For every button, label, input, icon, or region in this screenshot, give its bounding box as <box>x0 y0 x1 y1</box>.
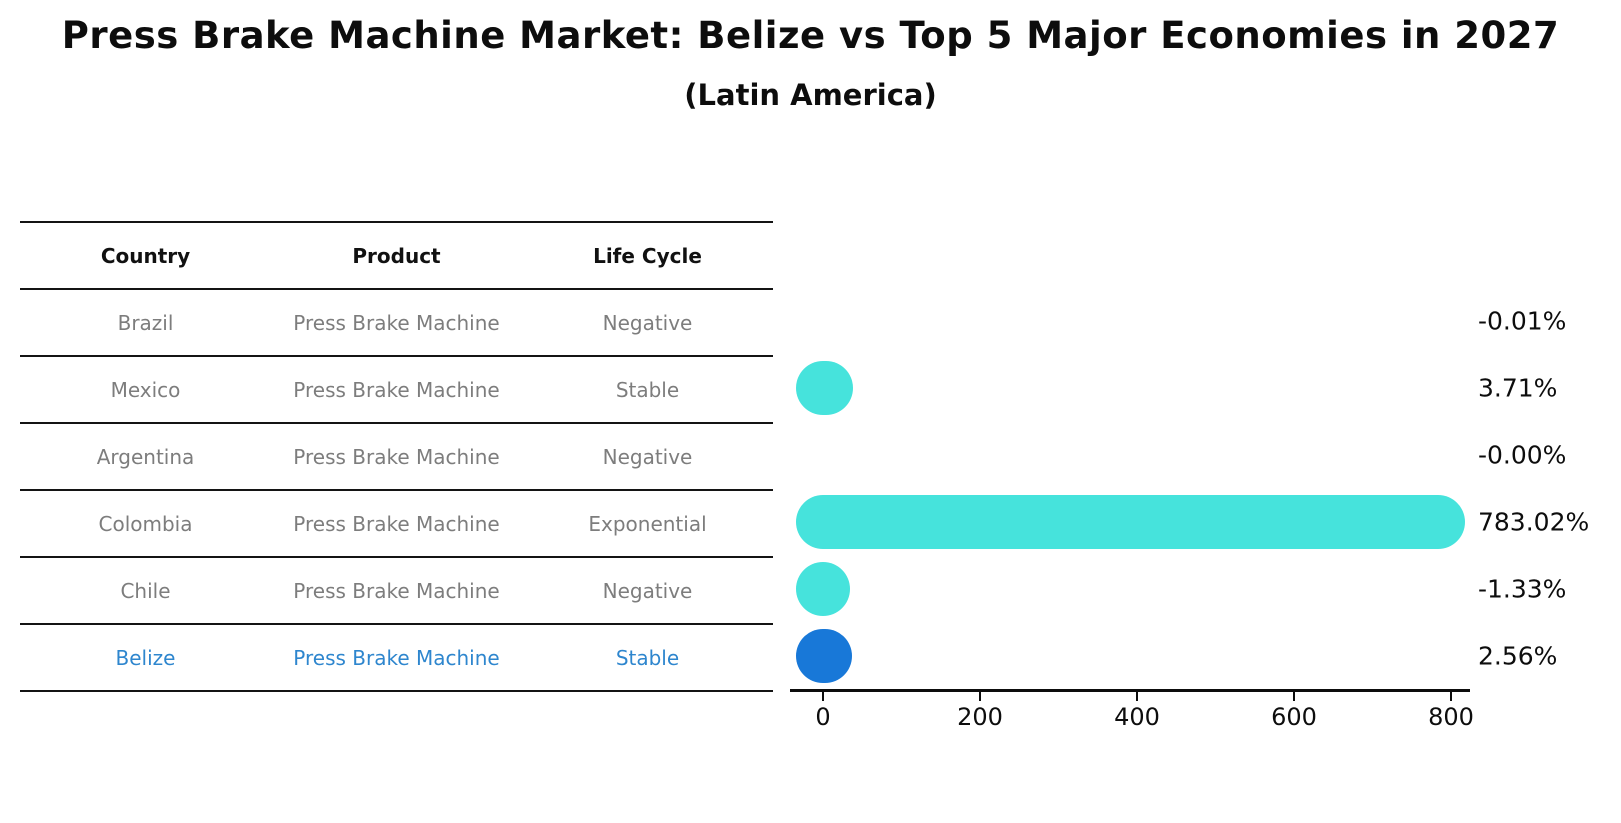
value-label-brazil: -0.01% <box>1478 306 1567 336</box>
table-row-belize: Belize Press Brake Machine Stable <box>20 625 773 692</box>
x-axis-tick <box>1450 692 1452 701</box>
table-cell-product: Press Brake Machine <box>293 511 500 536</box>
bar-chile <box>796 562 850 616</box>
table-cell-life-cycle: Negative <box>602 444 693 469</box>
value-label-colombia: 783.02% <box>1478 507 1590 537</box>
table-cell-life-cycle: Exponential <box>588 511 707 536</box>
table-row-brazil: Brazil Press Brake Machine Negative <box>20 290 773 357</box>
table-cell-life-cycle: Stable <box>615 645 680 670</box>
x-axis-tick <box>1293 692 1295 701</box>
table-cell-life-cycle: Negative <box>602 310 693 335</box>
table-cell-country: Brazil <box>117 310 174 335</box>
x-axis-tick-label: 800 <box>1428 703 1474 731</box>
table-cell-product: Press Brake Machine <box>293 444 500 469</box>
bar-belize <box>796 629 852 683</box>
table-cell-country: Colombia <box>98 511 193 536</box>
table-header-row: Country Product Life Cycle <box>20 223 773 290</box>
table-header-product: Product <box>352 243 441 268</box>
table-cell-life-cycle: Negative <box>602 578 693 603</box>
value-label-belize: 2.56% <box>1478 641 1558 671</box>
table-row-colombia: Colombia Press Brake Machine Exponential <box>20 491 773 558</box>
comparison-table: Country Product Life Cycle Brazil Press Brak… <box>20 221 773 692</box>
x-axis-tick <box>1136 692 1138 701</box>
x-axis-line <box>790 689 1470 692</box>
chart-subtitle: (Latin America) <box>684 78 937 112</box>
table-cell-country: Argentina <box>96 444 195 469</box>
value-label-mexico: 3.71% <box>1478 373 1558 403</box>
table-row-chile: Chile Press Brake Machine Negative <box>20 558 773 625</box>
x-axis-tick-label: 600 <box>1271 703 1317 731</box>
table-cell-country: Chile <box>120 578 171 603</box>
bar-mexico <box>796 361 853 415</box>
table-cell-product: Press Brake Machine <box>293 578 500 603</box>
x-axis-tick <box>822 692 824 701</box>
table-cell-life-cycle: Stable <box>615 377 680 402</box>
chart-title: Press Brake Machine Market: Belize vs To… <box>61 14 1560 57</box>
table-cell-product: Press Brake Machine <box>293 310 500 335</box>
table-header-country: Country <box>100 243 191 268</box>
table-row-mexico: Mexico Press Brake Machine Stable <box>20 357 773 424</box>
table-cell-product: Press Brake Machine <box>293 377 500 402</box>
table-cell-product: Press Brake Machine <box>293 645 500 670</box>
x-axis-tick <box>979 692 981 701</box>
value-label-argentina: -0.00% <box>1478 440 1567 470</box>
table-row-argentina: Argentina Press Brake Machine Negative <box>20 424 773 491</box>
value-label-chile: -1.33% <box>1478 574 1567 604</box>
bar-colombia <box>796 495 1465 549</box>
table-cell-country: Mexico <box>110 377 181 402</box>
x-axis-tick-label: 200 <box>957 703 1003 731</box>
x-axis-tick-label: 400 <box>1114 703 1160 731</box>
x-axis-tick-label: 0 <box>815 703 831 731</box>
table-header-life-cycle: Life Cycle <box>593 243 702 268</box>
table-cell-country: Belize <box>115 645 176 670</box>
